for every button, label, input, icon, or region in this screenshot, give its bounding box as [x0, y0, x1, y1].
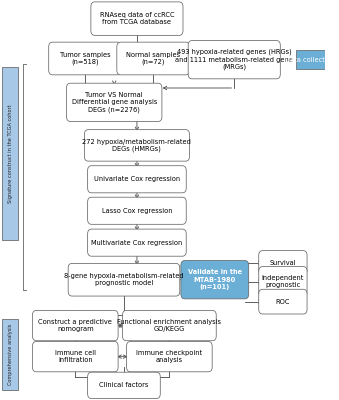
FancyBboxPatch shape: [91, 2, 183, 35]
FancyBboxPatch shape: [296, 50, 325, 69]
Text: ROC: ROC: [276, 299, 290, 305]
FancyBboxPatch shape: [87, 197, 186, 224]
Text: Validate in the
MTAB-1980
(n=101): Validate in the MTAB-1980 (n=101): [188, 270, 242, 290]
FancyBboxPatch shape: [66, 83, 162, 122]
FancyBboxPatch shape: [2, 318, 18, 390]
FancyBboxPatch shape: [87, 372, 160, 398]
FancyBboxPatch shape: [122, 310, 216, 341]
Text: Independent
prognostic: Independent prognostic: [262, 275, 304, 288]
FancyBboxPatch shape: [181, 260, 249, 299]
Text: Univariate Cox regression: Univariate Cox regression: [94, 176, 180, 182]
Text: 8-gene hypoxia-metabolism-related
prognostic model: 8-gene hypoxia-metabolism-related progno…: [64, 273, 184, 286]
Text: Lasso Cox regression: Lasso Cox regression: [102, 208, 172, 214]
FancyBboxPatch shape: [259, 251, 307, 275]
FancyBboxPatch shape: [49, 42, 121, 75]
Text: Immune checkpoint
analysis: Immune checkpoint analysis: [136, 350, 202, 363]
Text: 493 hypoxia-related genes (HRGs)
and 1111 metabolism-related gene
(MRGs): 493 hypoxia-related genes (HRGs) and 111…: [175, 49, 293, 70]
Text: Tumor samples
(n=518): Tumor samples (n=518): [60, 52, 110, 65]
FancyBboxPatch shape: [87, 166, 186, 193]
FancyBboxPatch shape: [188, 40, 280, 79]
FancyBboxPatch shape: [259, 289, 307, 314]
FancyBboxPatch shape: [259, 266, 307, 297]
Text: Tumor VS Normal
Differential gene analysis
DEGs (n=2276): Tumor VS Normal Differential gene analys…: [72, 92, 157, 113]
FancyBboxPatch shape: [68, 263, 180, 296]
Text: Normal samples
(n=72): Normal samples (n=72): [126, 52, 180, 65]
Text: Clinical factors: Clinical factors: [99, 382, 148, 388]
Text: Survival: Survival: [270, 260, 296, 266]
Text: Signature construct in the TCGA cohort: Signature construct in the TCGA cohort: [8, 104, 13, 203]
FancyBboxPatch shape: [87, 229, 186, 256]
Text: Immune cell
infiltration: Immune cell infiltration: [55, 350, 96, 363]
FancyBboxPatch shape: [33, 310, 118, 341]
FancyBboxPatch shape: [117, 42, 190, 75]
FancyBboxPatch shape: [126, 342, 212, 372]
Text: RNAseq data of ccRCC
from TCGA database: RNAseq data of ccRCC from TCGA database: [100, 12, 174, 25]
Text: Data collection: Data collection: [285, 57, 336, 63]
FancyBboxPatch shape: [33, 342, 118, 372]
Text: Construct a predictive
nomogram: Construct a predictive nomogram: [38, 319, 112, 332]
Text: Multivariate Cox regression: Multivariate Cox regression: [91, 240, 183, 246]
FancyBboxPatch shape: [84, 130, 190, 161]
FancyBboxPatch shape: [2, 67, 18, 240]
Text: Functional enrichment analysis
GO/KEGG: Functional enrichment analysis GO/KEGG: [117, 319, 221, 332]
Text: Comprehensive analysis: Comprehensive analysis: [8, 324, 13, 385]
Text: 272 hypoxia/metabolism-related
DEGs (HMRGs): 272 hypoxia/metabolism-related DEGs (HMR…: [82, 138, 192, 152]
